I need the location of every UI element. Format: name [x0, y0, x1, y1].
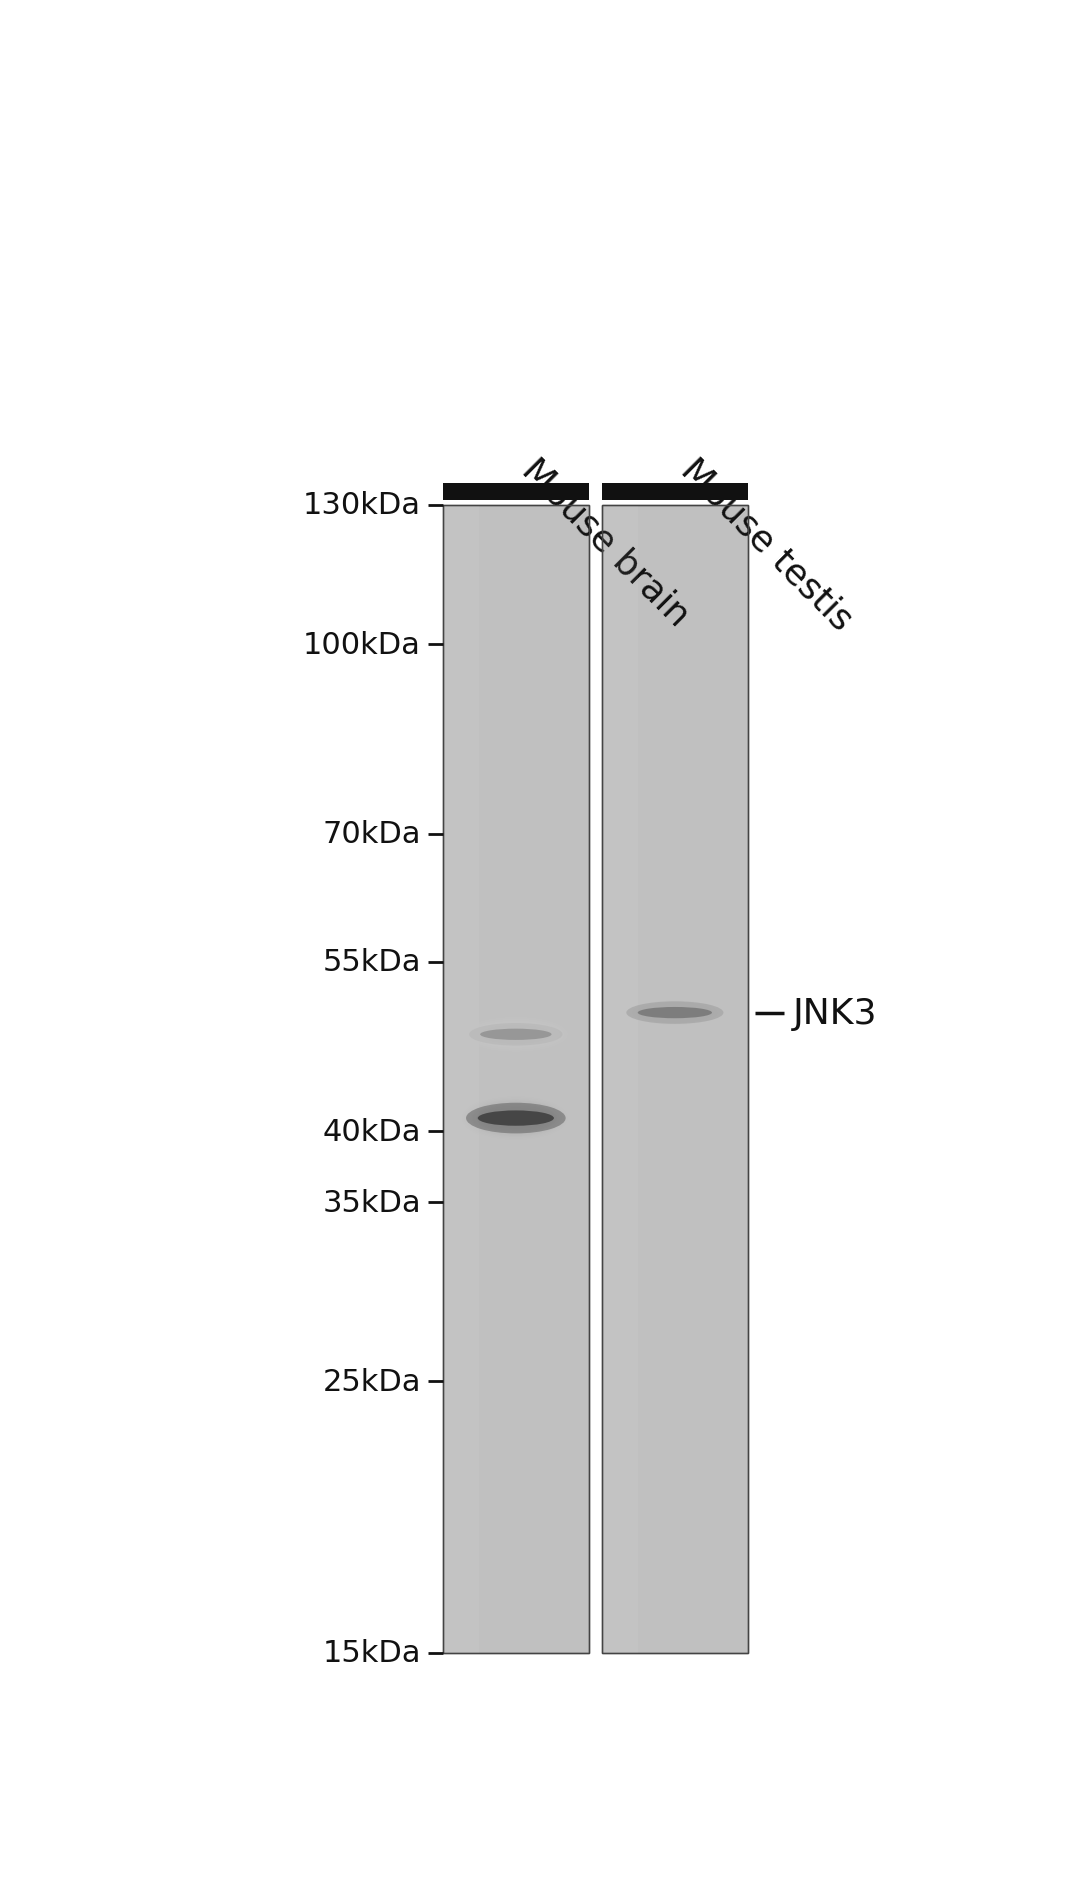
Ellipse shape [481, 1025, 551, 1044]
Ellipse shape [467, 1099, 565, 1139]
Text: 130kDa: 130kDa [302, 492, 421, 520]
Bar [443, 484, 589, 501]
Ellipse shape [468, 1019, 564, 1050]
Bar [602, 505, 748, 1653]
Ellipse shape [471, 1101, 562, 1137]
Ellipse shape [472, 1103, 559, 1135]
Ellipse shape [473, 1021, 558, 1048]
Bar [443, 505, 480, 1653]
Bar [443, 505, 589, 1653]
Ellipse shape [476, 1105, 555, 1131]
Text: 55kDa: 55kDa [322, 947, 421, 977]
Ellipse shape [483, 1027, 549, 1042]
Ellipse shape [478, 1107, 553, 1131]
Text: 15kDa: 15kDa [322, 1638, 421, 1666]
Ellipse shape [469, 1099, 564, 1137]
Ellipse shape [633, 1000, 717, 1025]
Text: 40kDa: 40kDa [322, 1118, 421, 1146]
Ellipse shape [626, 1002, 724, 1025]
Ellipse shape [471, 1021, 561, 1048]
Ellipse shape [635, 1002, 715, 1025]
Ellipse shape [638, 1004, 711, 1021]
Ellipse shape [462, 1095, 569, 1141]
Ellipse shape [477, 1023, 554, 1046]
Ellipse shape [477, 1110, 554, 1126]
Ellipse shape [631, 1000, 719, 1027]
Text: 100kDa: 100kDa [303, 630, 421, 659]
Ellipse shape [469, 1023, 563, 1046]
Bar [602, 505, 638, 1653]
Text: 35kDa: 35kDa [322, 1188, 421, 1217]
Ellipse shape [474, 1103, 557, 1133]
Text: 25kDa: 25kDa [322, 1367, 421, 1395]
Ellipse shape [637, 1008, 712, 1019]
Ellipse shape [475, 1023, 556, 1046]
Text: Mouse brain: Mouse brain [516, 452, 697, 632]
Ellipse shape [470, 1019, 563, 1050]
Ellipse shape [629, 998, 721, 1027]
Ellipse shape [640, 1006, 710, 1021]
Ellipse shape [467, 1103, 566, 1133]
Text: JNK3: JNK3 [793, 996, 877, 1031]
Ellipse shape [624, 996, 725, 1029]
Ellipse shape [636, 1004, 713, 1023]
Ellipse shape [481, 1108, 551, 1129]
Text: Mouse testis: Mouse testis [675, 452, 860, 636]
Ellipse shape [626, 998, 724, 1029]
Bar [602, 484, 748, 501]
Bar [602, 505, 748, 1653]
Ellipse shape [481, 1029, 552, 1040]
Bar [443, 505, 589, 1653]
Ellipse shape [464, 1097, 567, 1141]
Text: 70kDa: 70kDa [322, 820, 421, 848]
Ellipse shape [480, 1025, 553, 1044]
